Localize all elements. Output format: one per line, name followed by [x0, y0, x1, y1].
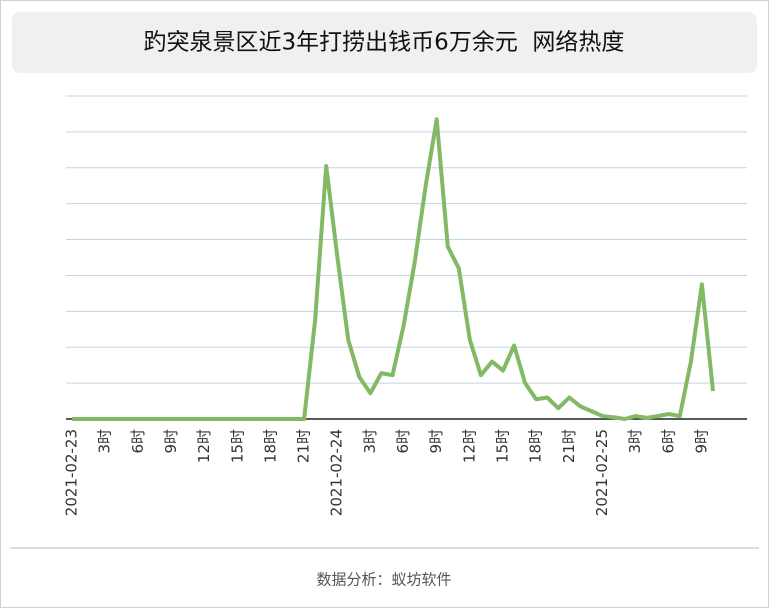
x-tick-label: 3时 — [626, 429, 644, 454]
x-tick-label: 2021-02-24 — [328, 429, 346, 516]
x-tick-label: 9时 — [162, 429, 180, 454]
chart-title: 趵突泉景区近3年打捞出钱币6万余元 网络热度 — [144, 30, 625, 56]
x-tick-label: 9时 — [692, 429, 710, 454]
x-tick-label: 21时 — [295, 429, 313, 463]
x-tick-label: 6时 — [394, 429, 412, 454]
x-tick-label: 18时 — [527, 429, 545, 463]
x-tick-label: 6时 — [659, 429, 677, 454]
line — [72, 117, 715, 421]
source: 数据分析：蚁坊软件 — [316, 571, 451, 589]
x-tick-label: 15时 — [228, 429, 246, 463]
x-tick-label: 9时 — [427, 429, 445, 454]
x-tick-label: 12时 — [195, 429, 213, 463]
x-tick-label: 6时 — [129, 429, 147, 454]
x-tick-label: 3时 — [361, 429, 379, 454]
x-tick-label: 3时 — [96, 429, 114, 454]
x-tick-label: 21时 — [560, 429, 578, 463]
title-box — [12, 12, 757, 73]
x-tick-label: 12时 — [460, 429, 478, 463]
x-tick-label: 18时 — [261, 429, 279, 463]
x-tick-label: 2021-02-25 — [593, 429, 611, 516]
x-tick-label: 15时 — [494, 429, 512, 463]
x-tick-label: 2021-02-23 — [63, 429, 81, 516]
